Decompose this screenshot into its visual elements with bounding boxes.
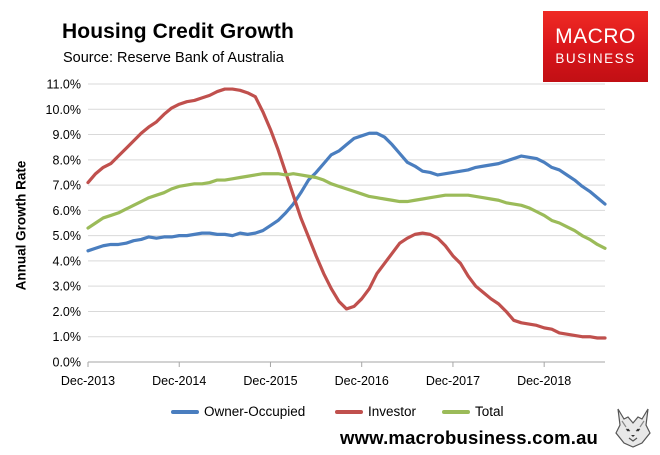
website-url: www.macrobusiness.com.au: [340, 427, 599, 448]
logo-line-2: BUSINESS: [555, 51, 636, 66]
legend-item: Total: [442, 404, 504, 419]
y-tick-label: 9.0%: [53, 128, 82, 142]
y-tick-labels: 0.0% 1.0% 2.0% 3.0% 4.0% 5.0% 6.0% 7.0% 8.0% 9.0%…: [46, 78, 81, 370]
y-tick-label: 6.0%: [53, 204, 82, 218]
y-tick-label: 5.0%: [53, 229, 82, 243]
legend-label: Owner-Occupied: [204, 404, 306, 419]
x-tick-label: Dec-2015: [243, 374, 297, 388]
wolf-logo-icon: [615, 408, 651, 448]
legend-swatch: [335, 409, 363, 414]
x-tick-label: Dec-2016: [335, 374, 389, 388]
y-tick-label: 1.0%: [53, 330, 82, 344]
x-tick-label: Dec-2013: [61, 374, 115, 388]
x-tick-label: Dec-2014: [152, 374, 206, 388]
legend-swatch: [442, 409, 470, 414]
y-tick-label: 4.0%: [53, 254, 82, 268]
series-line-owner-occupied: [86, 131, 607, 253]
y-tick-label: 2.0%: [53, 305, 82, 319]
line-chart: 0.0% 1.0% 2.0% 3.0% 4.0% 5.0% 6.0% 7.0% 8.0% 9.0%…: [46, 78, 607, 388]
x-tick-label: Dec-2018: [517, 374, 571, 388]
chart-title: Housing Credit Growth: [62, 20, 294, 43]
grid: [87, 83, 605, 367]
y-tick-label: 3.0%: [53, 280, 82, 294]
y-tick-label: 10.0%: [46, 103, 81, 117]
x-tick-label: Dec-2017: [426, 374, 480, 388]
chart-source: Source: Reserve Bank of Australia: [63, 50, 284, 66]
legend-label: Total: [475, 404, 504, 419]
legend-item: Investor: [335, 404, 416, 419]
y-tick-label: 8.0%: [53, 153, 82, 167]
series-line-investor: [86, 87, 607, 340]
y-tick-label: 7.0%: [53, 179, 82, 193]
legend-item: Owner-Occupied: [171, 404, 305, 419]
legend-label: Investor: [368, 404, 417, 419]
y-tick-label: 0.0%: [53, 356, 82, 370]
y-tick-label: 11.0%: [46, 78, 81, 92]
logo-line-1: MACRO: [555, 25, 636, 48]
chart-legend: Owner-Occupied Investor Total: [0, 404, 660, 424]
x-tick-labels: Dec-2013 Dec-2014 Dec-2015 Dec-2016 Dec-2017…: [61, 374, 571, 388]
macrobusiness-logo: MACRO BUSINESS: [543, 11, 648, 82]
series-line-total: [86, 172, 607, 250]
series-lines: [86, 87, 607, 340]
legend-swatch: [171, 409, 199, 414]
